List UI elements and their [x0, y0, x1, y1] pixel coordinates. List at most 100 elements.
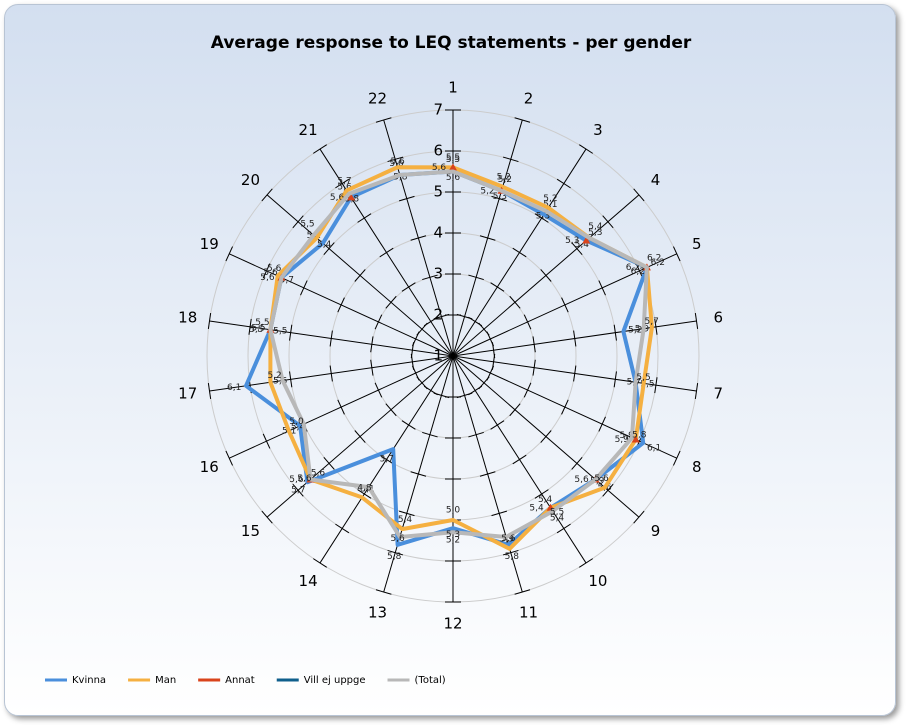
spoke-label: 13: [368, 604, 387, 622]
tick-mark: [379, 454, 394, 465]
data-label: 5,2: [480, 186, 494, 196]
data-label: 5,2: [446, 536, 460, 546]
tick-mark: [490, 282, 505, 292]
data-label: 5,6: [501, 534, 516, 544]
tick-mark: [323, 242, 335, 255]
r-tick-label: 4: [433, 224, 443, 242]
data-label: 5,6: [267, 264, 282, 274]
data-label: 5,6: [289, 475, 304, 485]
data-label: 5,0: [446, 506, 461, 516]
marker: [449, 163, 457, 171]
tick-mark: [635, 263, 644, 279]
data-label: 5,7: [644, 317, 658, 327]
data-label: 5,6: [432, 163, 447, 173]
tick-mark: [532, 359, 536, 376]
tick-mark: [694, 383, 699, 399]
data-label: 5,5: [273, 327, 287, 337]
data-label: 5,4: [550, 513, 565, 523]
data-label: 5,0: [289, 417, 304, 427]
series-line: [268, 169, 649, 539]
data-label: 6,1: [647, 443, 661, 453]
tick-mark: [289, 324, 293, 341]
data-label: 5,4: [291, 422, 306, 432]
spoke-label: 5: [692, 235, 702, 253]
tick-mark: [433, 313, 450, 320]
tick-mark: [300, 280, 308, 296]
tick-mark: [370, 359, 374, 376]
data-label: 5,6: [594, 474, 609, 484]
data-label: 5,3: [565, 236, 579, 246]
tick-mark: [225, 246, 234, 262]
r-tick-label: 1: [433, 347, 443, 365]
data-label: 5,6: [389, 159, 404, 169]
tick-mark: [561, 297, 569, 313]
tick-mark: [225, 450, 234, 466]
tick-mark: [289, 371, 293, 388]
data-label: 5,5: [636, 373, 650, 383]
tick-mark: [401, 282, 416, 292]
legend-label: (Total): [415, 675, 446, 686]
data-label: 5,6: [311, 468, 326, 478]
tick-mark: [422, 274, 438, 281]
tick-mark: [561, 399, 569, 415]
r-tick-label: 6: [433, 142, 443, 160]
data-label: 5,7: [337, 177, 351, 187]
tick-mark: [323, 457, 335, 470]
data-label: 5,3: [493, 192, 507, 202]
tick-mark: [354, 430, 366, 443]
tick-mark: [523, 382, 532, 398]
data-label: 5,6: [390, 534, 405, 544]
tick-mark: [491, 195, 508, 202]
data-label: 5,8: [505, 552, 520, 562]
data-label: 5,6: [337, 183, 352, 193]
tick-mark: [248, 318, 252, 335]
tick-mark: [337, 297, 345, 313]
tick-mark: [479, 471, 496, 477]
tick-mark: [329, 330, 333, 347]
tick-mark: [375, 589, 392, 595]
data-label: 5,8: [387, 552, 402, 562]
tick-mark: [335, 178, 350, 189]
tick-mark: [468, 431, 484, 438]
tick-mark: [512, 247, 527, 258]
data-label: 5,2: [267, 371, 281, 381]
spoke-label: 18: [178, 308, 197, 326]
spoke-label: 10: [588, 572, 607, 590]
tick-mark: [509, 295, 521, 309]
data-label: 5,6: [390, 157, 405, 167]
data-label: 5,4: [575, 240, 590, 250]
data-label: 5,6: [297, 474, 312, 484]
tick-mark: [502, 549, 519, 556]
tick-mark: [313, 558, 328, 568]
tick-mark: [672, 246, 681, 262]
spoke-label: 19: [200, 235, 219, 253]
spoke-label: 20: [241, 171, 260, 189]
data-label: 5,6: [446, 173, 461, 183]
data-label: 5,1: [360, 485, 374, 495]
tick-mark: [540, 269, 552, 282]
tick-mark: [672, 450, 681, 466]
legend-label: Kvinna: [72, 675, 106, 686]
data-label: 5,4: [398, 515, 413, 525]
spoke-label: 21: [299, 121, 318, 139]
tick-mark: [613, 324, 617, 341]
data-label: 6,2: [631, 267, 645, 277]
spoke-label: 15: [241, 522, 260, 540]
tick-mark: [694, 313, 699, 329]
data-label: 5,5: [640, 379, 654, 389]
data-label: 5,2: [498, 175, 512, 185]
tick-mark: [509, 403, 521, 417]
tick-mark: [207, 383, 212, 399]
tick-mark: [654, 318, 658, 335]
tick-mark: [387, 156, 404, 163]
tick-mark: [573, 330, 577, 347]
data-label: 6,2: [651, 258, 665, 268]
tick-mark: [602, 215, 614, 229]
tick-mark: [654, 377, 658, 394]
data-label: 5,5: [249, 325, 263, 335]
data-label: 5,8: [632, 431, 647, 441]
spoke-label: 4: [651, 171, 661, 189]
tick-mark: [422, 431, 438, 438]
tick-mark: [410, 471, 427, 477]
spoke-label: 16: [200, 458, 219, 476]
